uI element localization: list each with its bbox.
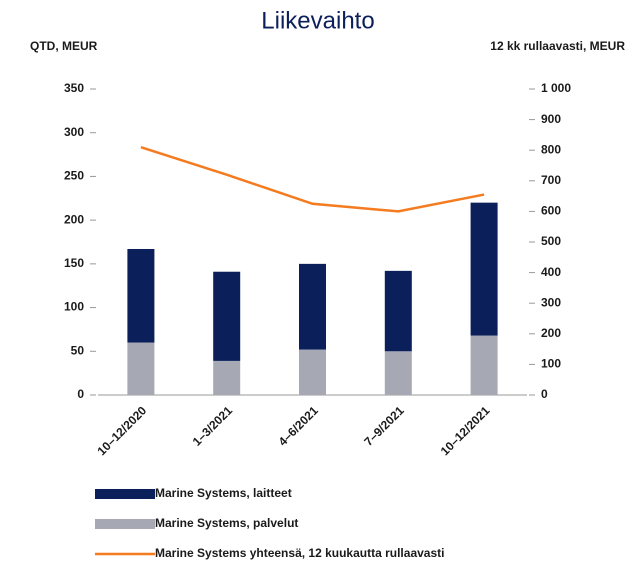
legend-label: Marine Systems, laitteet: [155, 486, 292, 500]
bar: [299, 263, 326, 350]
legend-label: Marine Systems yhteensä, 12 kuukautta ru…: [155, 546, 444, 560]
y-tick-label: 200: [64, 212, 84, 226]
y2-tick-label: 300: [541, 295, 561, 309]
y2-axis-label: 12 kk rullaavasti, MEUR: [490, 39, 625, 53]
bar: [470, 335, 498, 395]
y-tick-label: 350: [64, 81, 84, 95]
x-tick-label: 4–6/2021: [276, 403, 322, 449]
bar: [384, 351, 412, 395]
y2-tick-label: 500: [541, 234, 561, 248]
bar: [127, 248, 155, 343]
y2-tick-label: 800: [541, 142, 561, 156]
legend-label: Marine Systems, palvelut: [155, 516, 298, 530]
bar: [213, 360, 241, 395]
line: [140, 145, 485, 213]
x-tick-label: 10–12/2021: [438, 403, 493, 458]
y2-tick-label: 400: [541, 265, 561, 279]
x-tick-label: 7–9/2021: [361, 403, 407, 449]
y-tick-label: 150: [64, 256, 84, 270]
legend-swatch: [95, 519, 155, 529]
y-tick-label: 250: [64, 169, 84, 183]
y2-tick-label: 100: [541, 357, 561, 371]
bar: [127, 342, 155, 395]
chart-title: Liikevaihto: [261, 7, 374, 34]
y-tick-label: 300: [64, 125, 84, 139]
bar: [213, 271, 241, 361]
bar: [384, 270, 412, 352]
y2-tick-label: 700: [541, 173, 561, 187]
bar: [470, 202, 498, 336]
y2-tick-label: 200: [541, 326, 561, 340]
y2-tick-label: 900: [541, 112, 561, 126]
x-tick-label: 1–3/2021: [190, 403, 236, 449]
y-tick-label: 100: [64, 300, 84, 314]
bar: [299, 349, 326, 395]
y2-tick-label: 600: [541, 204, 561, 218]
y2-tick-label: 0: [541, 387, 548, 401]
x-tick-label: 10–12/2020: [95, 403, 150, 458]
y-axis-label: QTD, MEUR: [30, 39, 98, 53]
y-tick-label: 50: [71, 343, 85, 357]
y2-tick-label: 1 000: [541, 81, 571, 95]
y-tick-label: 0: [77, 387, 84, 401]
legend-swatch: [95, 489, 155, 499]
